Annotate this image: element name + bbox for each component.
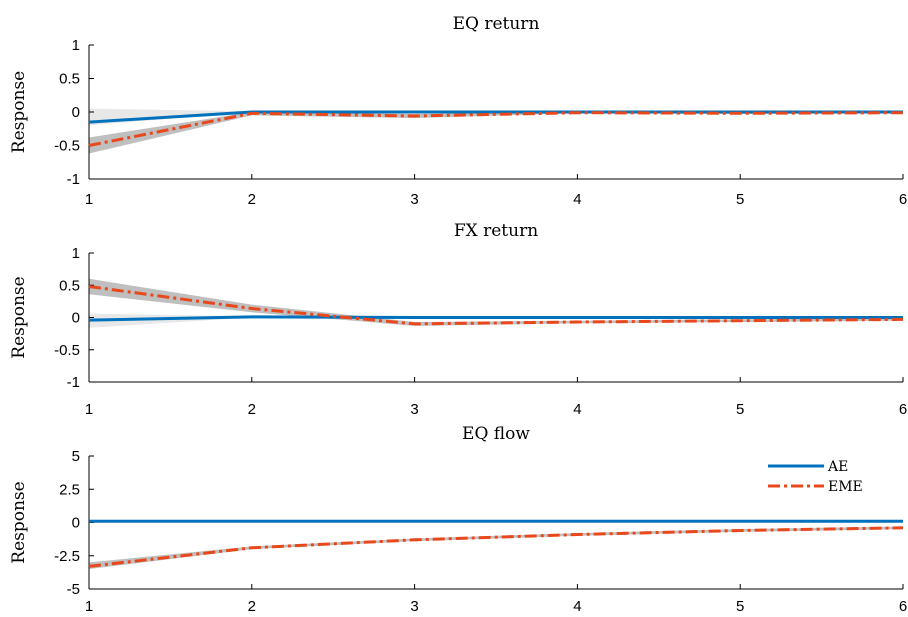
series-line-eme [88, 285, 904, 326]
y-tick-label: 0 [72, 310, 80, 327]
y-tick-label: 5 [72, 448, 80, 465]
series-line-ae [88, 315, 903, 322]
y-axis-label: Response [9, 71, 29, 153]
x-tick-label: 4 [573, 598, 581, 615]
y-tick-label: 1 [72, 37, 80, 54]
x-tick-label: 4 [573, 191, 581, 208]
series-line-eme [88, 111, 904, 147]
x-tick-label: 1 [85, 191, 93, 208]
x-tick-label: 2 [248, 598, 256, 615]
legend-label-eme: EME [828, 479, 863, 495]
x-tick-label: 5 [736, 598, 744, 615]
x-tick-label: 4 [573, 401, 581, 418]
x-tick-label: 6 [899, 401, 907, 418]
y-tick-label: 0 [72, 104, 80, 121]
y-tick-label: -5 [67, 581, 80, 598]
chart-title: FX return [454, 221, 538, 241]
x-tick-label: 2 [248, 401, 256, 418]
y-tick-label: -0.5 [54, 138, 80, 155]
chart-title: EQ return [453, 14, 540, 34]
y-axis-label: Response [9, 276, 29, 358]
y-tick-label: -0.5 [54, 342, 80, 359]
y-tick-label: 2.5 [59, 481, 80, 498]
y-axis-label: Response [9, 481, 29, 563]
panel-eq-return: EQ return Response 1 0.5 0 -0.5 -1 1 2 3 4 5 6 [9, 14, 907, 208]
y-tick-label: 0 [72, 515, 80, 532]
chart-title: EQ flow [462, 424, 530, 444]
y-tick-label: 0.5 [59, 277, 80, 294]
x-tick-label: 2 [248, 191, 256, 208]
x-tick-label: 3 [410, 401, 418, 418]
y-tick-label: -2.5 [54, 548, 80, 565]
panel-eq-flow: EQ flow Response 5 2.5 0 -2.5 -5 1 2 3 4 5 6 AE EME [9, 424, 907, 615]
x-tick-label: 1 [85, 401, 93, 418]
confidence-band-eme [89, 526, 903, 569]
x-tick-label: 3 [410, 598, 418, 615]
confidence-band-eme [89, 112, 903, 154]
y-tick-label: -1 [67, 171, 80, 188]
x-tick-label: 6 [899, 598, 907, 615]
y-tick-label: 1 [72, 245, 80, 262]
x-tick-label: 5 [736, 191, 744, 208]
legend-label-ae: AE [827, 459, 848, 475]
x-tick-label: 1 [85, 598, 93, 615]
panel-fx-return: FX return Response 1 0.5 0 -0.5 -1 1 2 3 4 5 6 [9, 221, 907, 418]
y-tick-label: -1 [67, 374, 80, 391]
confidence-band-eme [89, 278, 903, 326]
series-line-eme [88, 526, 904, 568]
series-line-ae [88, 110, 903, 124]
x-tick-label: 5 [736, 401, 744, 418]
x-tick-label: 6 [899, 191, 907, 208]
x-tick-label: 3 [410, 191, 418, 208]
y-tick-label: 0.5 [59, 71, 80, 88]
